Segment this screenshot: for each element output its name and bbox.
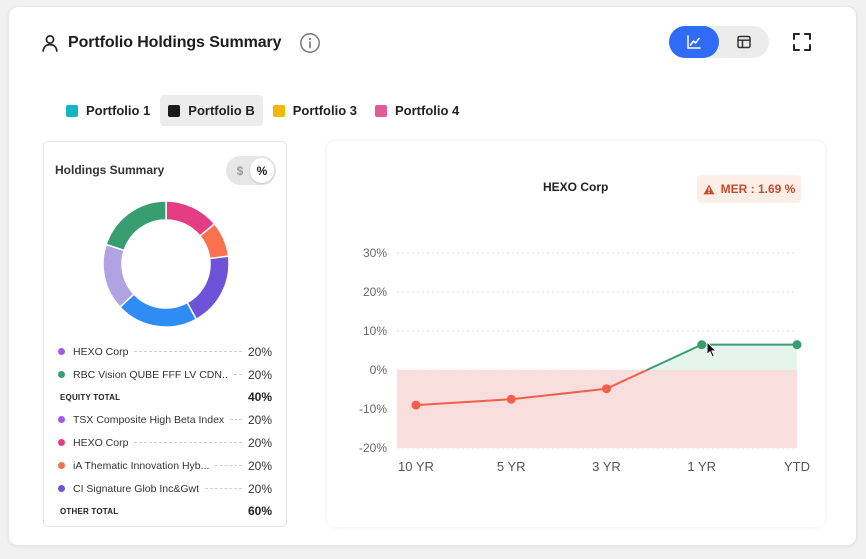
holding-percent: 20% — [247, 412, 272, 427]
dotted-leader — [215, 465, 242, 466]
tab-portfolio-1[interactable]: Portfolio 1 — [58, 95, 158, 126]
line-chart-icon — [687, 35, 701, 49]
warning-icon — [703, 184, 715, 194]
holdings-total-row: OTHER TOTAL 60% — [58, 500, 272, 522]
legend-dot — [58, 416, 65, 423]
holding-percent: 20% — [247, 344, 272, 359]
holding-percent: 60% — [247, 504, 272, 518]
donut-segment[interactable] — [118, 293, 198, 328]
holdings-row[interactable]: TSX Composite High Beta Index 20% — [58, 408, 272, 431]
donut-segment[interactable] — [186, 255, 230, 321]
legend-dot — [58, 462, 65, 469]
holding-name: EQUITY TOTAL — [60, 392, 121, 402]
holding-percent: 20% — [247, 435, 272, 450]
holding-name: HEXO Corp — [73, 345, 129, 358]
dotted-leader — [134, 442, 242, 443]
dotted-leader — [234, 374, 242, 375]
holdings-row[interactable]: CI Signature Glob Inc&Gwt 20% — [58, 477, 272, 500]
dotted-leader — [230, 419, 242, 420]
holding-percent: 20% — [247, 481, 272, 496]
holdings-list: HEXO Corp 20% RBC Vision QUBE FFF LV CDN..… — [58, 340, 272, 522]
tab-label: Portfolio 1 — [86, 103, 151, 118]
mer-badge: MER : 1.69 % — [697, 175, 801, 203]
holding-name: OTHER TOTAL — [60, 506, 119, 516]
dollar-unit-button[interactable]: $ — [236, 163, 244, 178]
portfolio-swatch — [168, 104, 181, 117]
holding-name: CI Signature Glob Inc&Gwt — [73, 482, 200, 495]
chart-title: HEXO Corp — [543, 180, 609, 194]
portfolio-swatch — [272, 104, 285, 117]
holdings-row[interactable]: HEXO Corp 20% — [58, 431, 272, 454]
header: Portfolio Holdings Summary — [40, 30, 321, 56]
mer-label: MER : 1.69 % — [720, 182, 796, 196]
holding-percent: 20% — [247, 458, 272, 473]
holding-percent: 20% — [247, 367, 272, 382]
percent-unit-button[interactable]: % — [250, 158, 274, 183]
holding-name: TSX Composite High Beta Index — [73, 413, 225, 426]
performance-chart-panel — [327, 141, 825, 527]
table-icon — [737, 35, 751, 49]
holdings-title: Holdings Summary — [55, 163, 165, 177]
holdings-row[interactable]: RBC Vision QUBE FFF LV CDN... 20% — [58, 363, 272, 386]
donut-segment[interactable] — [102, 243, 135, 309]
page-title: Portfolio Holdings Summary — [68, 34, 282, 51]
chart-view-button[interactable] — [669, 26, 719, 58]
tab-label: Portfolio 4 — [395, 103, 460, 118]
portfolio-tabs: Portfolio 1 Portfolio B Portfolio 3 Port… — [58, 95, 469, 126]
dotted-leader — [134, 351, 242, 352]
legend-dot — [58, 371, 65, 378]
tab-portfolio-3[interactable]: Portfolio 3 — [265, 95, 365, 126]
info-icon[interactable] — [299, 32, 321, 54]
tab-label: Portfolio B — [188, 103, 255, 118]
tab-portfolio-4[interactable]: Portfolio 4 — [367, 95, 467, 126]
table-view-button[interactable] — [719, 26, 769, 58]
holdings-row[interactable]: iA Thematic Innovation Hyb... 20% — [58, 454, 272, 477]
user-icon — [42, 35, 58, 52]
portfolio-swatch — [66, 104, 78, 117]
donut-segment[interactable] — [105, 200, 167, 252]
legend-dot — [58, 348, 65, 355]
holding-name: RBC Vision QUBE FFF LV CDN... — [73, 368, 228, 381]
legend-dot — [58, 485, 65, 492]
legend-dot — [58, 439, 65, 446]
holdings-row[interactable]: HEXO Corp 20% — [58, 340, 272, 363]
view-toggle — [669, 26, 769, 58]
mouse-cursor-icon — [706, 341, 718, 358]
unit-toggle: $ % — [226, 156, 276, 185]
holdings-summary-panel: Holdings Summary $ % HEXO Corp 20% RBC Vis… — [43, 141, 287, 527]
tab-label: Portfolio 3 — [292, 103, 357, 118]
fullscreen-icon[interactable] — [791, 31, 813, 53]
tab-portfolio-b[interactable]: Portfolio B — [160, 95, 263, 126]
holdings-total-row: EQUITY TOTAL 40% — [58, 386, 272, 408]
dotted-leader — [205, 488, 242, 489]
holding-percent: 40% — [247, 390, 272, 404]
holding-name: iA Thematic Innovation Hyb... — [73, 459, 210, 472]
holdings-donut-chart — [102, 200, 230, 328]
holding-name: HEXO Corp — [73, 436, 129, 449]
portfolio-swatch — [375, 104, 387, 117]
